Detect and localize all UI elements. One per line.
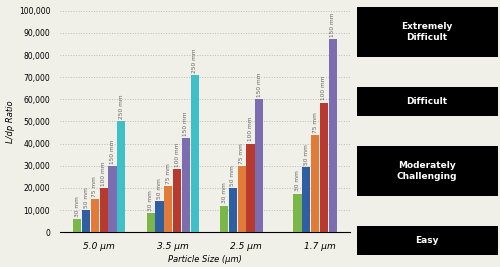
Text: 30 mm: 30 mm bbox=[74, 196, 80, 217]
Text: Easy: Easy bbox=[415, 236, 439, 245]
Bar bbox=[156, 201, 164, 232]
Text: Moderately
Challenging: Moderately Challenging bbox=[397, 161, 457, 180]
Text: 150 mm: 150 mm bbox=[330, 13, 336, 37]
Bar bbox=[238, 166, 246, 232]
Bar bbox=[311, 135, 319, 232]
Text: 150 mm: 150 mm bbox=[184, 111, 188, 136]
Text: 50 mm: 50 mm bbox=[230, 165, 235, 186]
Text: 250 mm: 250 mm bbox=[119, 95, 124, 119]
Text: 75 mm: 75 mm bbox=[92, 176, 98, 197]
Bar bbox=[256, 99, 264, 232]
Text: 250 mm: 250 mm bbox=[192, 48, 197, 73]
Text: 50 mm: 50 mm bbox=[304, 144, 309, 165]
Bar bbox=[190, 75, 199, 232]
Text: 30 mm: 30 mm bbox=[148, 190, 153, 211]
Bar bbox=[302, 167, 310, 232]
Text: 50 mm: 50 mm bbox=[84, 187, 88, 208]
Bar bbox=[73, 219, 82, 232]
Bar bbox=[117, 121, 126, 232]
Text: 75 mm: 75 mm bbox=[166, 163, 171, 183]
Bar bbox=[146, 213, 154, 232]
Text: 30 mm: 30 mm bbox=[295, 170, 300, 191]
Text: Difficult: Difficult bbox=[406, 97, 448, 106]
Bar bbox=[164, 186, 172, 232]
Bar bbox=[108, 166, 116, 232]
Bar bbox=[100, 188, 108, 232]
Y-axis label: L/dp Ratio: L/dp Ratio bbox=[6, 100, 15, 143]
Text: 75 mm: 75 mm bbox=[239, 143, 244, 164]
Text: 150 mm: 150 mm bbox=[110, 139, 115, 164]
Bar bbox=[173, 169, 181, 232]
Bar bbox=[294, 194, 302, 232]
X-axis label: Particle Size (μm): Particle Size (μm) bbox=[168, 255, 242, 264]
Bar bbox=[82, 210, 90, 232]
Text: 50 mm: 50 mm bbox=[157, 178, 162, 199]
Text: 100 mm: 100 mm bbox=[174, 142, 180, 167]
Text: Extremely
Difficult: Extremely Difficult bbox=[402, 22, 452, 42]
Bar bbox=[320, 103, 328, 232]
Text: 75 mm: 75 mm bbox=[312, 112, 318, 133]
Text: 150 mm: 150 mm bbox=[257, 73, 262, 97]
Text: 100 mm: 100 mm bbox=[322, 76, 326, 100]
Text: 100 mm: 100 mm bbox=[101, 161, 106, 186]
Bar bbox=[91, 199, 99, 232]
Bar bbox=[246, 144, 254, 232]
Text: 100 mm: 100 mm bbox=[248, 117, 253, 142]
Bar bbox=[229, 188, 237, 232]
Bar bbox=[328, 40, 337, 232]
Bar bbox=[220, 206, 228, 232]
Text: 30 mm: 30 mm bbox=[222, 183, 226, 203]
Bar bbox=[182, 138, 190, 232]
